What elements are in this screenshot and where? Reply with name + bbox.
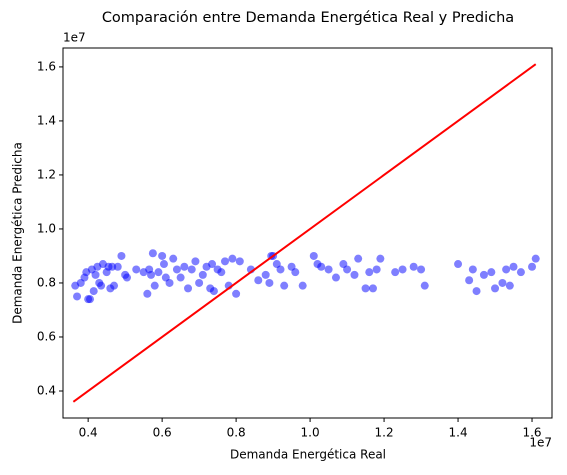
point	[254, 276, 263, 285]
point	[228, 254, 237, 263]
point	[143, 289, 152, 298]
x-tick-label: 0.8	[227, 426, 246, 440]
point	[195, 278, 204, 287]
chart-title: Comparación entre Demanda Energética Rea…	[102, 10, 514, 26]
point	[198, 270, 207, 279]
point	[454, 260, 463, 269]
point	[110, 281, 119, 290]
point	[365, 268, 374, 277]
point	[172, 265, 181, 274]
x-axis-label: Demanda Energética Real	[230, 448, 386, 462]
x-offset-label: 1e7	[529, 436, 552, 450]
point	[187, 265, 196, 274]
point	[505, 281, 514, 290]
point	[232, 289, 241, 298]
point	[361, 284, 370, 293]
x-tick-label: 1.0	[301, 426, 320, 440]
point	[150, 281, 159, 290]
point	[309, 251, 318, 260]
x-tick-label: 0.4	[79, 426, 98, 440]
point	[158, 251, 167, 260]
y-tick-label: 1.0	[37, 221, 56, 235]
point	[331, 273, 340, 282]
point	[108, 262, 117, 271]
y-offset-label: 1e7	[63, 31, 86, 45]
plot-frame	[62, 47, 553, 419]
point	[97, 281, 106, 290]
point	[528, 262, 537, 271]
point	[217, 268, 226, 277]
point	[350, 270, 359, 279]
point	[159, 260, 168, 269]
point	[343, 265, 352, 274]
x-tick-label: 0.6	[153, 426, 172, 440]
point	[465, 276, 474, 285]
point	[221, 257, 230, 266]
y-tick-label: 0.6	[37, 329, 56, 343]
x-tick-label: 1.6	[522, 426, 541, 440]
point	[391, 268, 400, 277]
point	[91, 270, 100, 279]
y-axis-label: Demanda Energética Predicha	[11, 142, 25, 324]
point	[468, 265, 477, 274]
point	[531, 254, 540, 263]
point	[122, 273, 131, 282]
y-tick-label: 1.6	[37, 59, 56, 73]
point	[368, 284, 377, 293]
point	[420, 281, 429, 290]
point	[516, 268, 525, 277]
point	[89, 287, 98, 296]
point	[509, 262, 518, 271]
point	[261, 270, 270, 279]
point	[165, 278, 174, 287]
y-tick-label: 0.4	[37, 383, 56, 397]
point	[113, 262, 122, 271]
point	[276, 265, 285, 274]
point	[208, 260, 217, 269]
point	[376, 254, 385, 263]
point	[176, 273, 185, 282]
point	[298, 281, 307, 290]
point	[472, 287, 481, 296]
point	[147, 270, 156, 279]
point	[117, 251, 126, 260]
point	[479, 270, 488, 279]
point	[417, 265, 426, 274]
point	[235, 257, 244, 266]
point	[498, 278, 507, 287]
point	[86, 295, 95, 304]
point	[291, 268, 300, 277]
point	[191, 257, 200, 266]
point	[209, 287, 218, 296]
point	[317, 262, 326, 271]
point	[398, 265, 407, 274]
point	[184, 284, 193, 293]
point	[148, 249, 157, 258]
point	[280, 281, 289, 290]
y-tick-label: 1.2	[37, 167, 56, 181]
y-tick-label: 0.8	[37, 275, 56, 289]
x-tick-label: 1.4	[449, 426, 468, 440]
line	[72, 63, 537, 403]
point	[372, 265, 381, 274]
point	[491, 284, 500, 293]
point	[502, 265, 511, 274]
point	[73, 292, 82, 301]
point	[180, 262, 189, 271]
point	[265, 278, 274, 287]
point	[132, 265, 141, 274]
y-tick-label: 1.4	[37, 113, 56, 127]
point	[487, 268, 496, 277]
point	[409, 262, 418, 271]
point	[169, 254, 178, 263]
point	[324, 265, 333, 274]
x-tick-label: 1.2	[375, 426, 394, 440]
point	[154, 268, 163, 277]
point	[354, 254, 363, 263]
